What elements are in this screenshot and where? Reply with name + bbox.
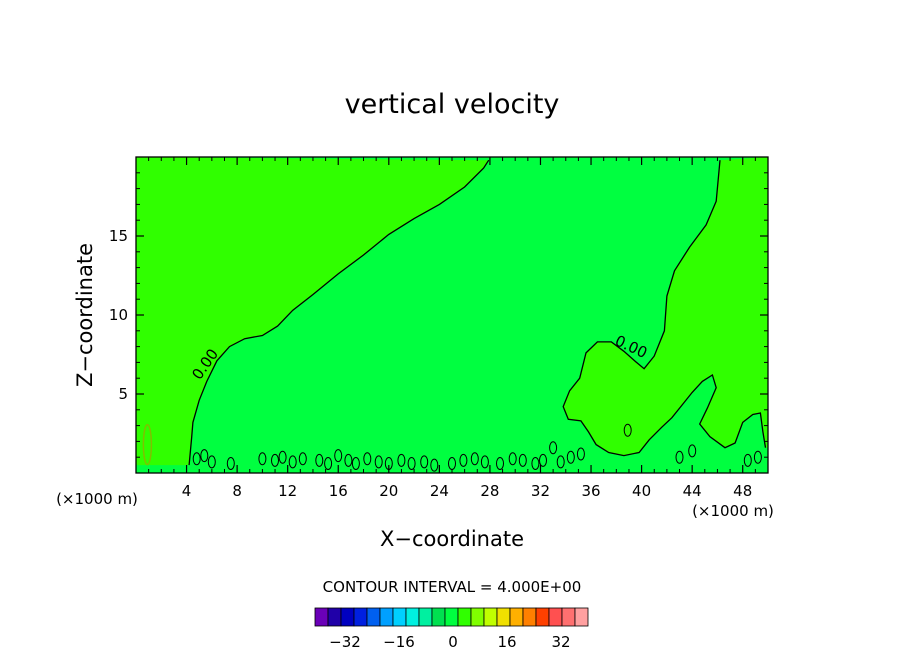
x-tick-label: 16 [329,482,348,500]
y-tick-label: 10 [109,306,128,324]
x-tick-label: 40 [632,482,651,500]
colorbar-swatch [340,607,355,627]
colorbar-swatch [470,607,485,627]
colorbar-swatch [483,607,498,627]
small-contour [518,453,527,467]
small-contour [407,457,416,470]
colorbar-swatch [418,607,433,627]
small-contour [688,444,697,458]
zero-contour-main [188,159,490,466]
colorbar-tick-label: 32 [551,633,570,651]
plot-area: 0.00 0.00 [135,156,769,474]
colorbar-swatch [574,607,589,627]
small-contour [675,450,684,464]
colorbar-tick-label: −32 [329,633,361,651]
small-contour [344,453,353,467]
small-contour [351,457,360,470]
small-contour [397,453,406,467]
colorbar-swatch [314,607,329,627]
colorbar-swatch [353,607,368,627]
colorbar-swatch [561,607,576,627]
x-tick-label: 32 [531,482,550,500]
small-contour [480,455,489,469]
colorbar-swatch [522,607,537,627]
near-surface-contours [142,423,762,472]
x-tick-label: 48 [733,482,752,500]
colorbar-swatch [535,607,550,627]
contour-interval-label: CONTOUR INTERVAL = 4.000E+00 [323,578,582,596]
small-contour [288,455,297,469]
zero-contour-right [562,160,767,457]
small-contour [200,449,209,463]
small-contour [743,453,752,467]
x-tick-label: 36 [581,482,600,500]
x-tick-label: 28 [480,482,499,500]
colorbar-swatch [444,607,459,627]
colorbar-tick-label: 16 [497,633,516,651]
colorbar-tick-label: −16 [383,633,415,651]
small-contour [496,457,504,470]
colorbar-swatch [379,607,394,627]
x-tick-label: 44 [683,482,702,500]
colorbar-swatch [548,607,563,627]
small-contour [374,455,383,469]
small-contour [298,452,307,466]
small-contour [753,450,762,464]
small-contour [271,453,279,467]
colorbar-swatch [366,607,381,627]
small-contour [623,423,632,437]
small-contour [207,455,216,469]
small-contour [192,452,201,466]
y-tick-label: 15 [109,227,128,245]
small-contour [142,423,153,466]
x-tick-label: 24 [430,482,449,500]
y-axis-label: Z−coordinate [73,243,97,387]
x-axis-label: X−coordinate [380,527,524,551]
colorbar-swatch [496,607,511,627]
colorbar-swatch [392,607,407,627]
colorbar-swatch [405,607,420,627]
small-contour [420,455,429,469]
small-contour [566,450,575,464]
small-contour [226,457,235,470]
colorbar-swatch [327,607,342,627]
small-contour [334,449,343,463]
small-contour [531,457,540,470]
x-tick-label: 4 [182,482,192,500]
y-tick-label: 5 [118,385,128,403]
colorbar [314,607,589,627]
small-contour [556,455,565,469]
small-contour [258,452,267,466]
small-contour [470,452,479,466]
field-positive-region-right [563,157,768,456]
small-contour [363,452,372,466]
y-unit-label: (×1000 m) [692,502,774,520]
colorbar-swatch [431,607,446,627]
small-contour [539,453,547,467]
colorbar-swatch [509,607,524,627]
small-contour [576,447,585,461]
x-unit-label: (×1000 m) [56,490,138,508]
x-tick-label: 8 [232,482,242,500]
small-contour [549,441,558,455]
x-tick-label: 12 [278,482,297,500]
chart-title: vertical velocity [345,89,560,120]
small-contour [324,457,333,470]
small-contour [508,452,517,466]
small-contour [315,453,324,467]
colorbar-tick-label: 0 [448,633,458,651]
small-contour [278,450,287,464]
x-tick-label: 20 [379,482,398,500]
colorbar-swatch [457,607,472,627]
small-contour [459,453,468,467]
field-positive-region-left [136,157,489,466]
small-contour [430,458,439,472]
